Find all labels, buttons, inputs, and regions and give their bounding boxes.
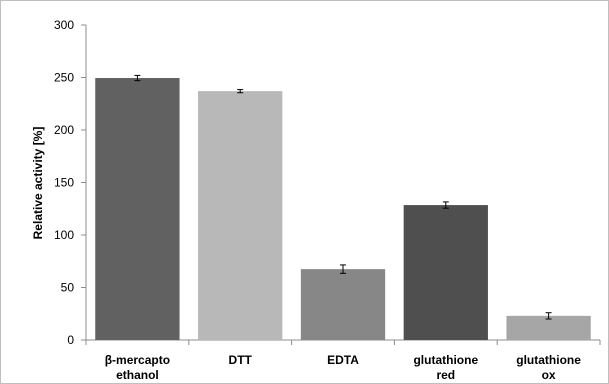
bar <box>403 205 488 340</box>
bars <box>95 78 591 341</box>
y-tick-labels: 0 50 100 150 200 250 300 <box>54 18 74 347</box>
bar <box>95 78 180 341</box>
y-tick-label: 300 <box>54 18 74 32</box>
x-category-label: glutathione <box>516 353 581 367</box>
x-category-label: ethanol <box>116 368 159 382</box>
y-tick-label: 150 <box>54 176 74 190</box>
x-category-label: EDTA <box>327 353 359 367</box>
bar <box>198 91 283 341</box>
x-category-label: red <box>436 368 455 382</box>
bar <box>506 315 591 340</box>
x-category-label: DTT <box>229 353 253 367</box>
y-tick-label: 250 <box>54 71 74 85</box>
bar <box>300 269 386 340</box>
error-bars <box>134 74 552 320</box>
y-tick-label: 200 <box>54 123 74 137</box>
x-category-label: β-mercapto <box>105 353 170 367</box>
y-tick-label: 100 <box>54 228 74 242</box>
y-tick-label: 50 <box>61 281 75 295</box>
y-axis-label: Relative activity [%] <box>31 127 45 240</box>
x-category-label: ox <box>542 368 556 382</box>
y-tick-label: 0 <box>67 333 74 347</box>
x-category-label: glutathione <box>413 353 478 367</box>
